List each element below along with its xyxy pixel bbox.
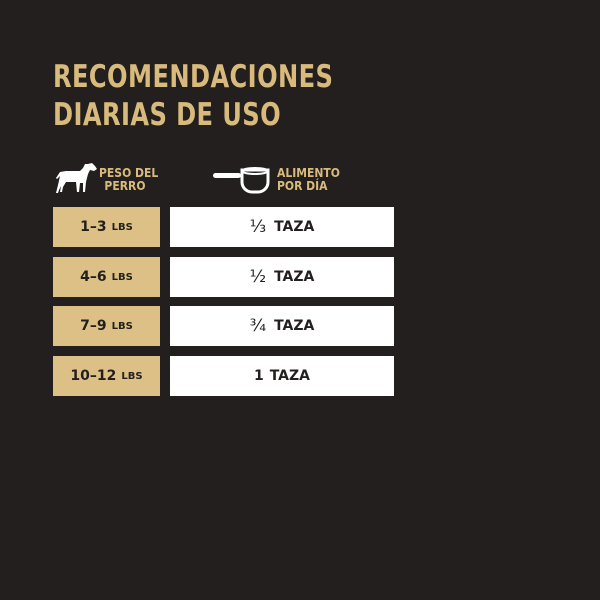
- table-row: 4–6 LBS ½ TAZA: [53, 257, 394, 297]
- weight-cell: 10–12 LBS: [53, 356, 160, 396]
- dog-icon: [56, 163, 97, 193]
- amount-cell: ¾ TAZA: [170, 306, 394, 346]
- page-title: RECOMENDACIONES DIARIAS DE USO: [53, 59, 334, 133]
- food-header: ALIMENTO POR DÍA: [277, 166, 340, 193]
- weight-cell: 1–3 LBS: [53, 207, 160, 247]
- weight-header: PESO DEL PERRO: [99, 166, 159, 193]
- amount-cell: ½ TAZA: [170, 257, 394, 297]
- weight-cell: 4–6 LBS: [53, 257, 160, 297]
- amount-cell: ⅓ TAZA: [170, 207, 394, 247]
- table-row: 10–12 LBS 1 TAZA: [53, 356, 394, 396]
- weight-cell: 7–9 LBS: [53, 306, 160, 346]
- table-row: 1–3 LBS ⅓ TAZA: [53, 207, 394, 247]
- measuring-cup-icon: [213, 167, 270, 194]
- table-row: 7–9 LBS ¾ TAZA: [53, 306, 394, 346]
- amount-cell: 1 TAZA: [170, 356, 394, 396]
